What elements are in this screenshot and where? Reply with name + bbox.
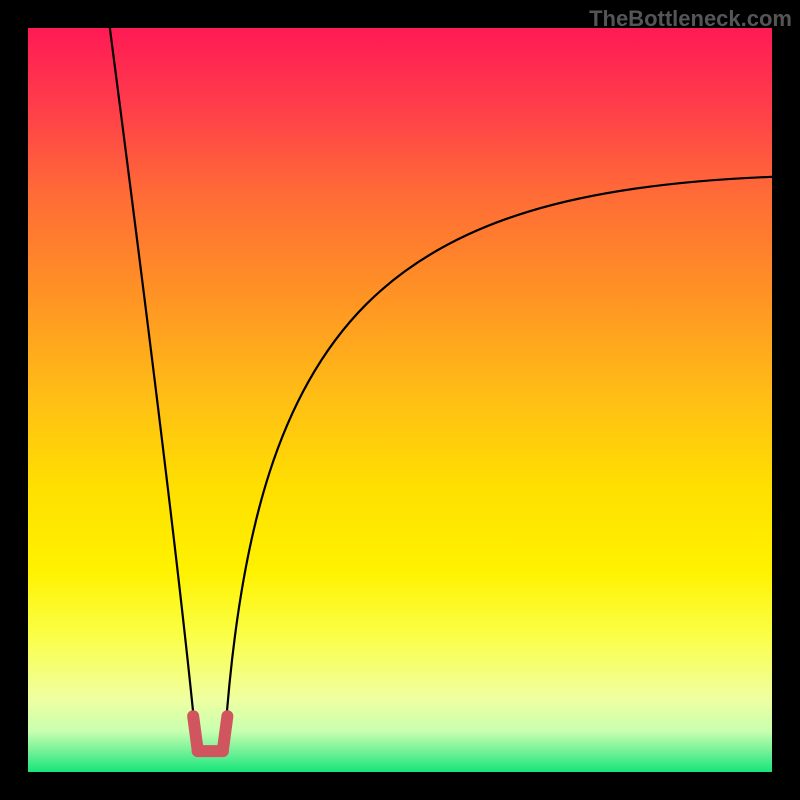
optimum-marker-right [223, 716, 227, 749]
watermark: TheBottleneck.com [589, 6, 792, 32]
bottleneck-chart [28, 28, 772, 772]
plot-background [28, 28, 772, 772]
optimum-marker-left [193, 716, 197, 749]
